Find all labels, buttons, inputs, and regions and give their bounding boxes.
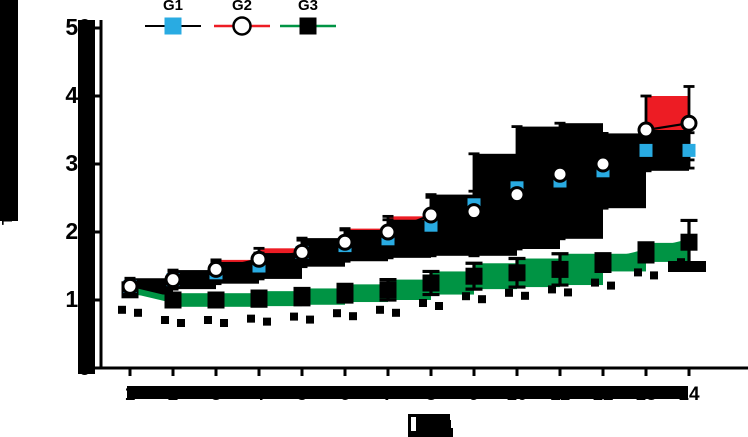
svg-text:G2: G2 [232,0,252,14]
svg-text:G1: G1 [163,0,183,14]
svg-text:G3: G3 [298,0,318,14]
